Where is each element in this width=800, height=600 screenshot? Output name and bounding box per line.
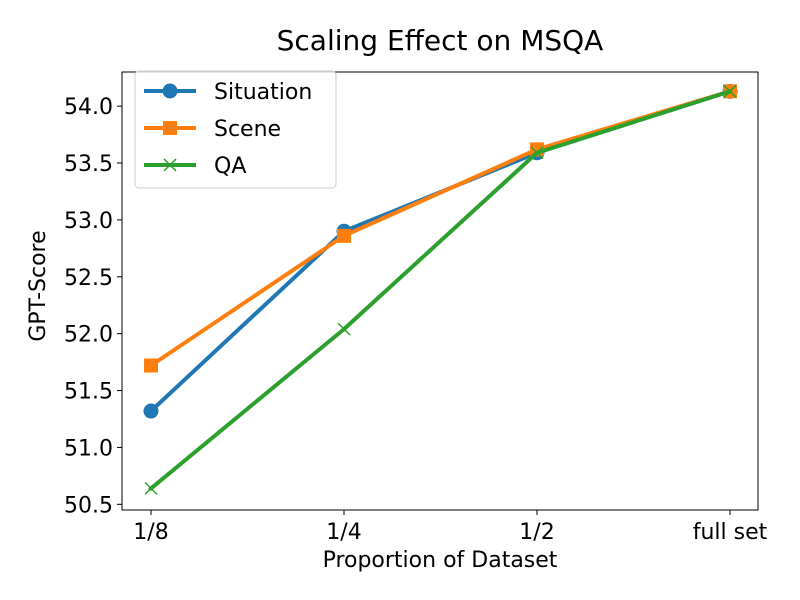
legend: Situation Scene QA [134, 70, 337, 189]
series-line-qa [148, 88, 733, 492]
y-tick-label: 51.0 [64, 436, 113, 461]
data-point-situation [143, 403, 159, 419]
y-tick-label: 50.5 [64, 493, 113, 518]
y-tick-label: 53.0 [64, 209, 113, 234]
chart-title: Scaling Effect on MSQA [277, 24, 604, 57]
legend-frame [134, 70, 337, 189]
data-point-qa [337, 322, 351, 336]
legend-label-qa: QA [214, 154, 246, 179]
legend-marker-situation [162, 83, 178, 99]
y-tick-label: 51.5 [64, 380, 113, 405]
legend-label-scene: Scene [214, 117, 281, 142]
data-point-qa [530, 146, 544, 160]
y-tick-label: 53.5 [64, 152, 113, 177]
y-tick-label: 54.0 [64, 95, 113, 120]
legend-marker-scene [163, 121, 177, 135]
data-point-qa [723, 84, 737, 98]
axis-ticks: 50.5 51.0 51.5 52.0 52.5 53.0 53.5 54.0 1/8 1/4 1/… [64, 95, 768, 545]
legend-label-situation: Situation [214, 80, 312, 105]
y-axis-label: GPT-Score [26, 230, 51, 341]
plot-frame [121, 71, 759, 511]
x-tick-label: full set [693, 520, 768, 545]
legend-marker-qa [163, 158, 177, 172]
y-tick-label: 52.0 [64, 323, 113, 348]
data-point-scene [337, 228, 351, 243]
x-axis-label: Proportion of Dataset [323, 548, 558, 573]
data-point-qa [144, 481, 158, 495]
data-point-scene [144, 358, 158, 373]
y-tick-label: 52.5 [64, 266, 113, 291]
x-tick-label: 1/2 [519, 520, 554, 545]
x-tick-label: 1/4 [326, 520, 361, 545]
x-tick-label: 1/8 [133, 520, 168, 545]
data-series [143, 83, 738, 495]
